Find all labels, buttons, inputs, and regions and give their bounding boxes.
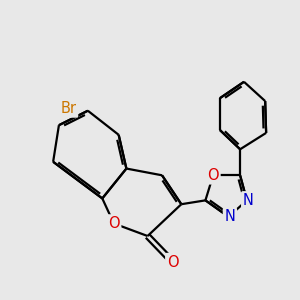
Text: O: O bbox=[207, 168, 219, 183]
Text: O: O bbox=[108, 216, 120, 231]
Text: N: N bbox=[243, 193, 254, 208]
Text: O: O bbox=[167, 254, 178, 269]
Text: Br: Br bbox=[61, 101, 76, 116]
Text: N: N bbox=[224, 209, 235, 224]
